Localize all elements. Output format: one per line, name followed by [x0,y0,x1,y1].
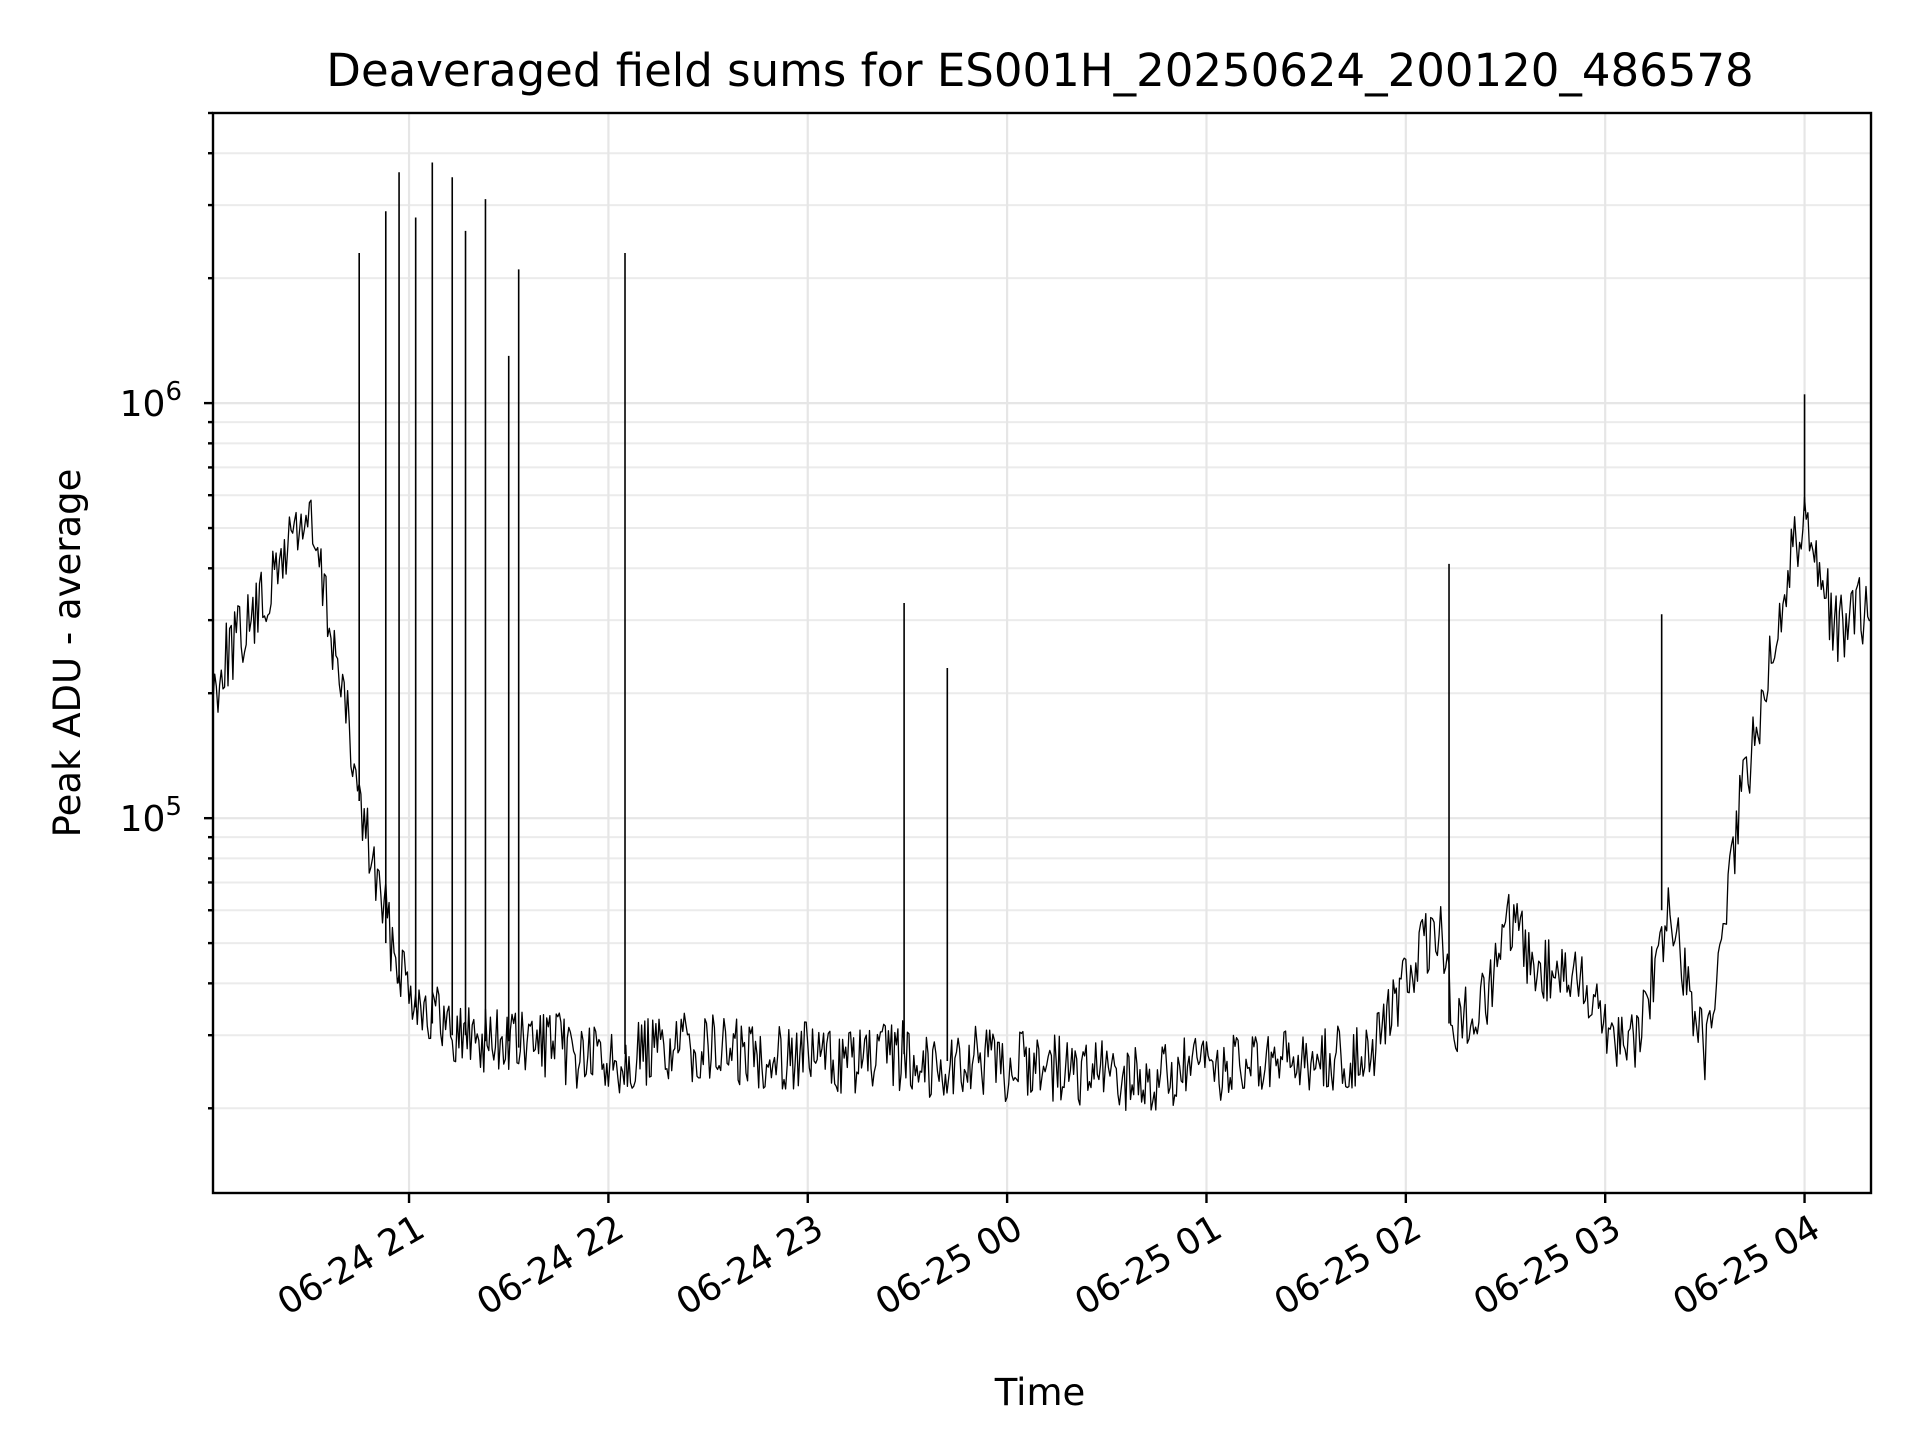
x-tick-label: 06-24 21 [271,1207,432,1323]
x-axis: 06-24 21 06-24 22 06-24 23 06-25 00 06-25 01… [271,1193,1827,1324]
x-tick-label: 06-25 02 [1268,1207,1429,1323]
y-axis: 105 106 [120,111,213,1110]
y-tick-label: 105 [120,792,182,840]
x-tick-label: 06-25 04 [1666,1207,1827,1323]
x-tick-label: 06-25 00 [869,1207,1030,1323]
chart-title: Deaveraged field sums for ES001H_2025062… [326,44,1753,97]
y-axis-label: Peak ADU - average [46,469,89,838]
plot-area [213,162,1871,1111]
x-tick-label: 06-24 23 [670,1207,831,1323]
y-tick-label: 106 [120,377,182,425]
x-tick-label: 06-24 22 [470,1207,631,1323]
x-tick-label: 06-25 03 [1467,1207,1628,1323]
x-tick-label: 06-25 01 [1068,1207,1229,1323]
x-axis-label: Time [994,1371,1086,1414]
plot-frame [211,111,1873,1195]
series-line [213,496,1871,1111]
